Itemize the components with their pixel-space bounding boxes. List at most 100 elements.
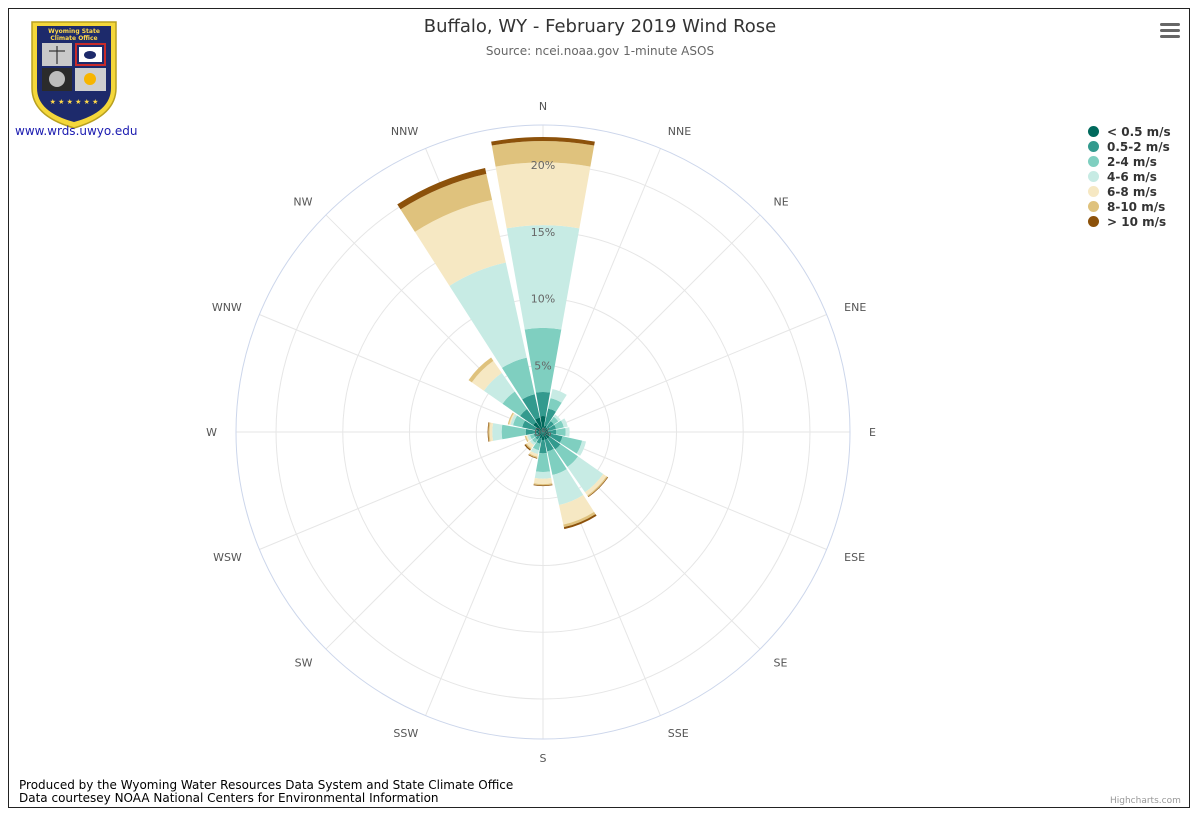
bar-nne-series-3[interactable] <box>550 388 567 403</box>
bar-wnw-series-0[interactable] <box>535 427 543 432</box>
bar-wnw-series-5[interactable] <box>507 412 514 425</box>
bar-nnw-series-5[interactable] <box>400 173 493 232</box>
bar-ese-series-1[interactable] <box>548 433 563 443</box>
bar-w-series-2[interactable] <box>501 424 526 440</box>
bar-w-series-0[interactable] <box>536 430 543 434</box>
bar-se-series-2[interactable] <box>555 444 579 468</box>
bar-wnw-series-2[interactable] <box>513 415 526 428</box>
bar-ese-series-3[interactable] <box>576 440 587 456</box>
bar-nne-series-1[interactable] <box>544 408 556 427</box>
bar-ese-series-0[interactable] <box>543 432 550 436</box>
bar-sse-series-4[interactable] <box>559 494 595 525</box>
bar-wnw-series-3[interactable] <box>510 414 518 426</box>
bar-e-series-0[interactable] <box>543 431 549 433</box>
bar-s-series-2[interactable] <box>535 453 551 473</box>
bar-n-series-2[interactable] <box>524 327 562 393</box>
bar-n-series-4[interactable] <box>495 162 591 229</box>
bar-sse-series-6[interactable] <box>563 514 597 530</box>
bar-se-series-5[interactable] <box>587 476 608 497</box>
bar-nnw-series-0[interactable] <box>535 417 543 432</box>
bar-w-series-6[interactable] <box>487 422 490 442</box>
bar-sw-series-4[interactable] <box>526 441 534 449</box>
legend-item-1[interactable]: 0.5-2 m/s <box>1088 139 1171 154</box>
bar-n-series-3[interactable] <box>506 225 580 330</box>
legend-item-3[interactable]: 4-6 m/s <box>1088 169 1171 184</box>
bar-sw-series-3[interactable] <box>529 439 536 446</box>
bar-s-series-1[interactable] <box>539 439 547 454</box>
bar-ese-series-2[interactable] <box>559 436 583 454</box>
bar-nnw-series-1[interactable] <box>522 394 540 420</box>
hamburger-menu-icon[interactable] <box>1158 20 1182 42</box>
bar-sse-series-5[interactable] <box>563 511 596 528</box>
bar-sse-series-0[interactable] <box>543 432 548 440</box>
bar-ssw-series-6[interactable] <box>528 454 538 459</box>
bar-ssw-series-5[interactable] <box>528 453 538 459</box>
bar-ne-series-3[interactable] <box>553 414 561 422</box>
bar-nw-series-4[interactable] <box>471 360 502 391</box>
bar-wnw-series-4[interactable] <box>509 413 515 425</box>
legend-item-6[interactable]: > 10 m/s <box>1088 214 1171 229</box>
bar-ene-series-2[interactable] <box>554 420 564 430</box>
bar-sw-series-5[interactable] <box>525 443 532 450</box>
bar-wsw-series-3[interactable] <box>527 434 532 441</box>
bar-s-series-4[interactable] <box>533 477 553 485</box>
bar-e-series-2[interactable] <box>556 428 566 436</box>
bar-wsw-series-0[interactable] <box>537 432 543 435</box>
bar-w-series-1[interactable] <box>525 428 537 436</box>
bar-ssw-series-2[interactable] <box>532 442 541 451</box>
bar-nw-series-3[interactable] <box>483 372 515 404</box>
bar-se-series-4[interactable] <box>584 473 607 496</box>
bar-wsw-series-2[interactable] <box>529 434 536 440</box>
legend-item-4[interactable]: 6-8 m/s <box>1088 184 1171 199</box>
bar-w-series-4[interactable] <box>489 422 494 442</box>
bar-e-series-3[interactable] <box>565 427 570 437</box>
legend-item-2[interactable]: 2-4 m/s <box>1088 154 1171 169</box>
bar-ene-series-1[interactable] <box>547 424 557 431</box>
bar-ne-series-2[interactable] <box>550 416 559 425</box>
bar-nnw-series-2[interactable] <box>501 357 535 400</box>
bar-wsw-series-1[interactable] <box>533 433 539 438</box>
bar-nw-series-5[interactable] <box>468 357 494 383</box>
bar-ssw-series-3[interactable] <box>530 447 539 455</box>
bar-w-series-3[interactable] <box>492 423 503 441</box>
bar-se-series-0[interactable] <box>543 432 550 439</box>
bar-nne-series-2[interactable] <box>548 398 562 412</box>
bar-wsw-series-4[interactable] <box>526 435 530 442</box>
bar-n-series-6[interactable] <box>491 137 595 146</box>
bar-s-series-6[interactable] <box>533 484 553 487</box>
legend-item-5[interactable]: 8-10 m/s <box>1088 199 1171 214</box>
bar-sw-series-0[interactable] <box>538 432 543 437</box>
bar-nne-series-0[interactable] <box>543 425 547 432</box>
website-link[interactable]: www.wrds.uwyo.edu <box>15 124 138 138</box>
bar-s-series-5[interactable] <box>533 483 553 486</box>
bar-e-series-1[interactable] <box>548 429 557 435</box>
bar-sw-series-2[interactable] <box>532 437 538 443</box>
bar-sw-series-1[interactable] <box>535 435 540 440</box>
bar-n-series-0[interactable] <box>540 415 546 432</box>
bar-s-series-0[interactable] <box>541 432 545 441</box>
highcharts-credits[interactable]: Highcharts.com <box>1110 796 1181 806</box>
bar-sse-series-1[interactable] <box>544 438 554 452</box>
bar-se-series-1[interactable] <box>547 436 561 450</box>
bar-sw-series-6[interactable] <box>524 444 531 451</box>
bar-ssw-series-0[interactable] <box>539 432 543 439</box>
bar-ene-series-3[interactable] <box>560 418 568 428</box>
bar-nw-series-0[interactable] <box>533 422 543 432</box>
bar-sse-series-3[interactable] <box>552 469 584 506</box>
bar-nnw-series-3[interactable] <box>449 262 527 368</box>
bar-se-series-3[interactable] <box>567 456 604 493</box>
bar-n-series-5[interactable] <box>491 141 595 167</box>
legend-item-0[interactable]: < 0.5 m/s <box>1088 124 1171 139</box>
bar-nnw-series-4[interactable] <box>414 199 506 286</box>
bar-ene-series-0[interactable] <box>543 429 549 432</box>
bar-nnw-series-6[interactable] <box>397 167 487 210</box>
bar-ssw-series-4[interactable] <box>529 451 539 457</box>
bar-ne-series-1[interactable] <box>546 421 554 429</box>
bar-wnw-series-1[interactable] <box>522 420 537 431</box>
bar-ssw-series-1[interactable] <box>536 437 542 444</box>
bar-nw-series-1[interactable] <box>520 409 537 426</box>
bar-w-series-5[interactable] <box>488 422 491 442</box>
bar-nw-series-2[interactable] <box>502 391 527 416</box>
bar-s-series-3[interactable] <box>534 471 552 479</box>
bar-ne-series-0[interactable] <box>543 427 548 432</box>
